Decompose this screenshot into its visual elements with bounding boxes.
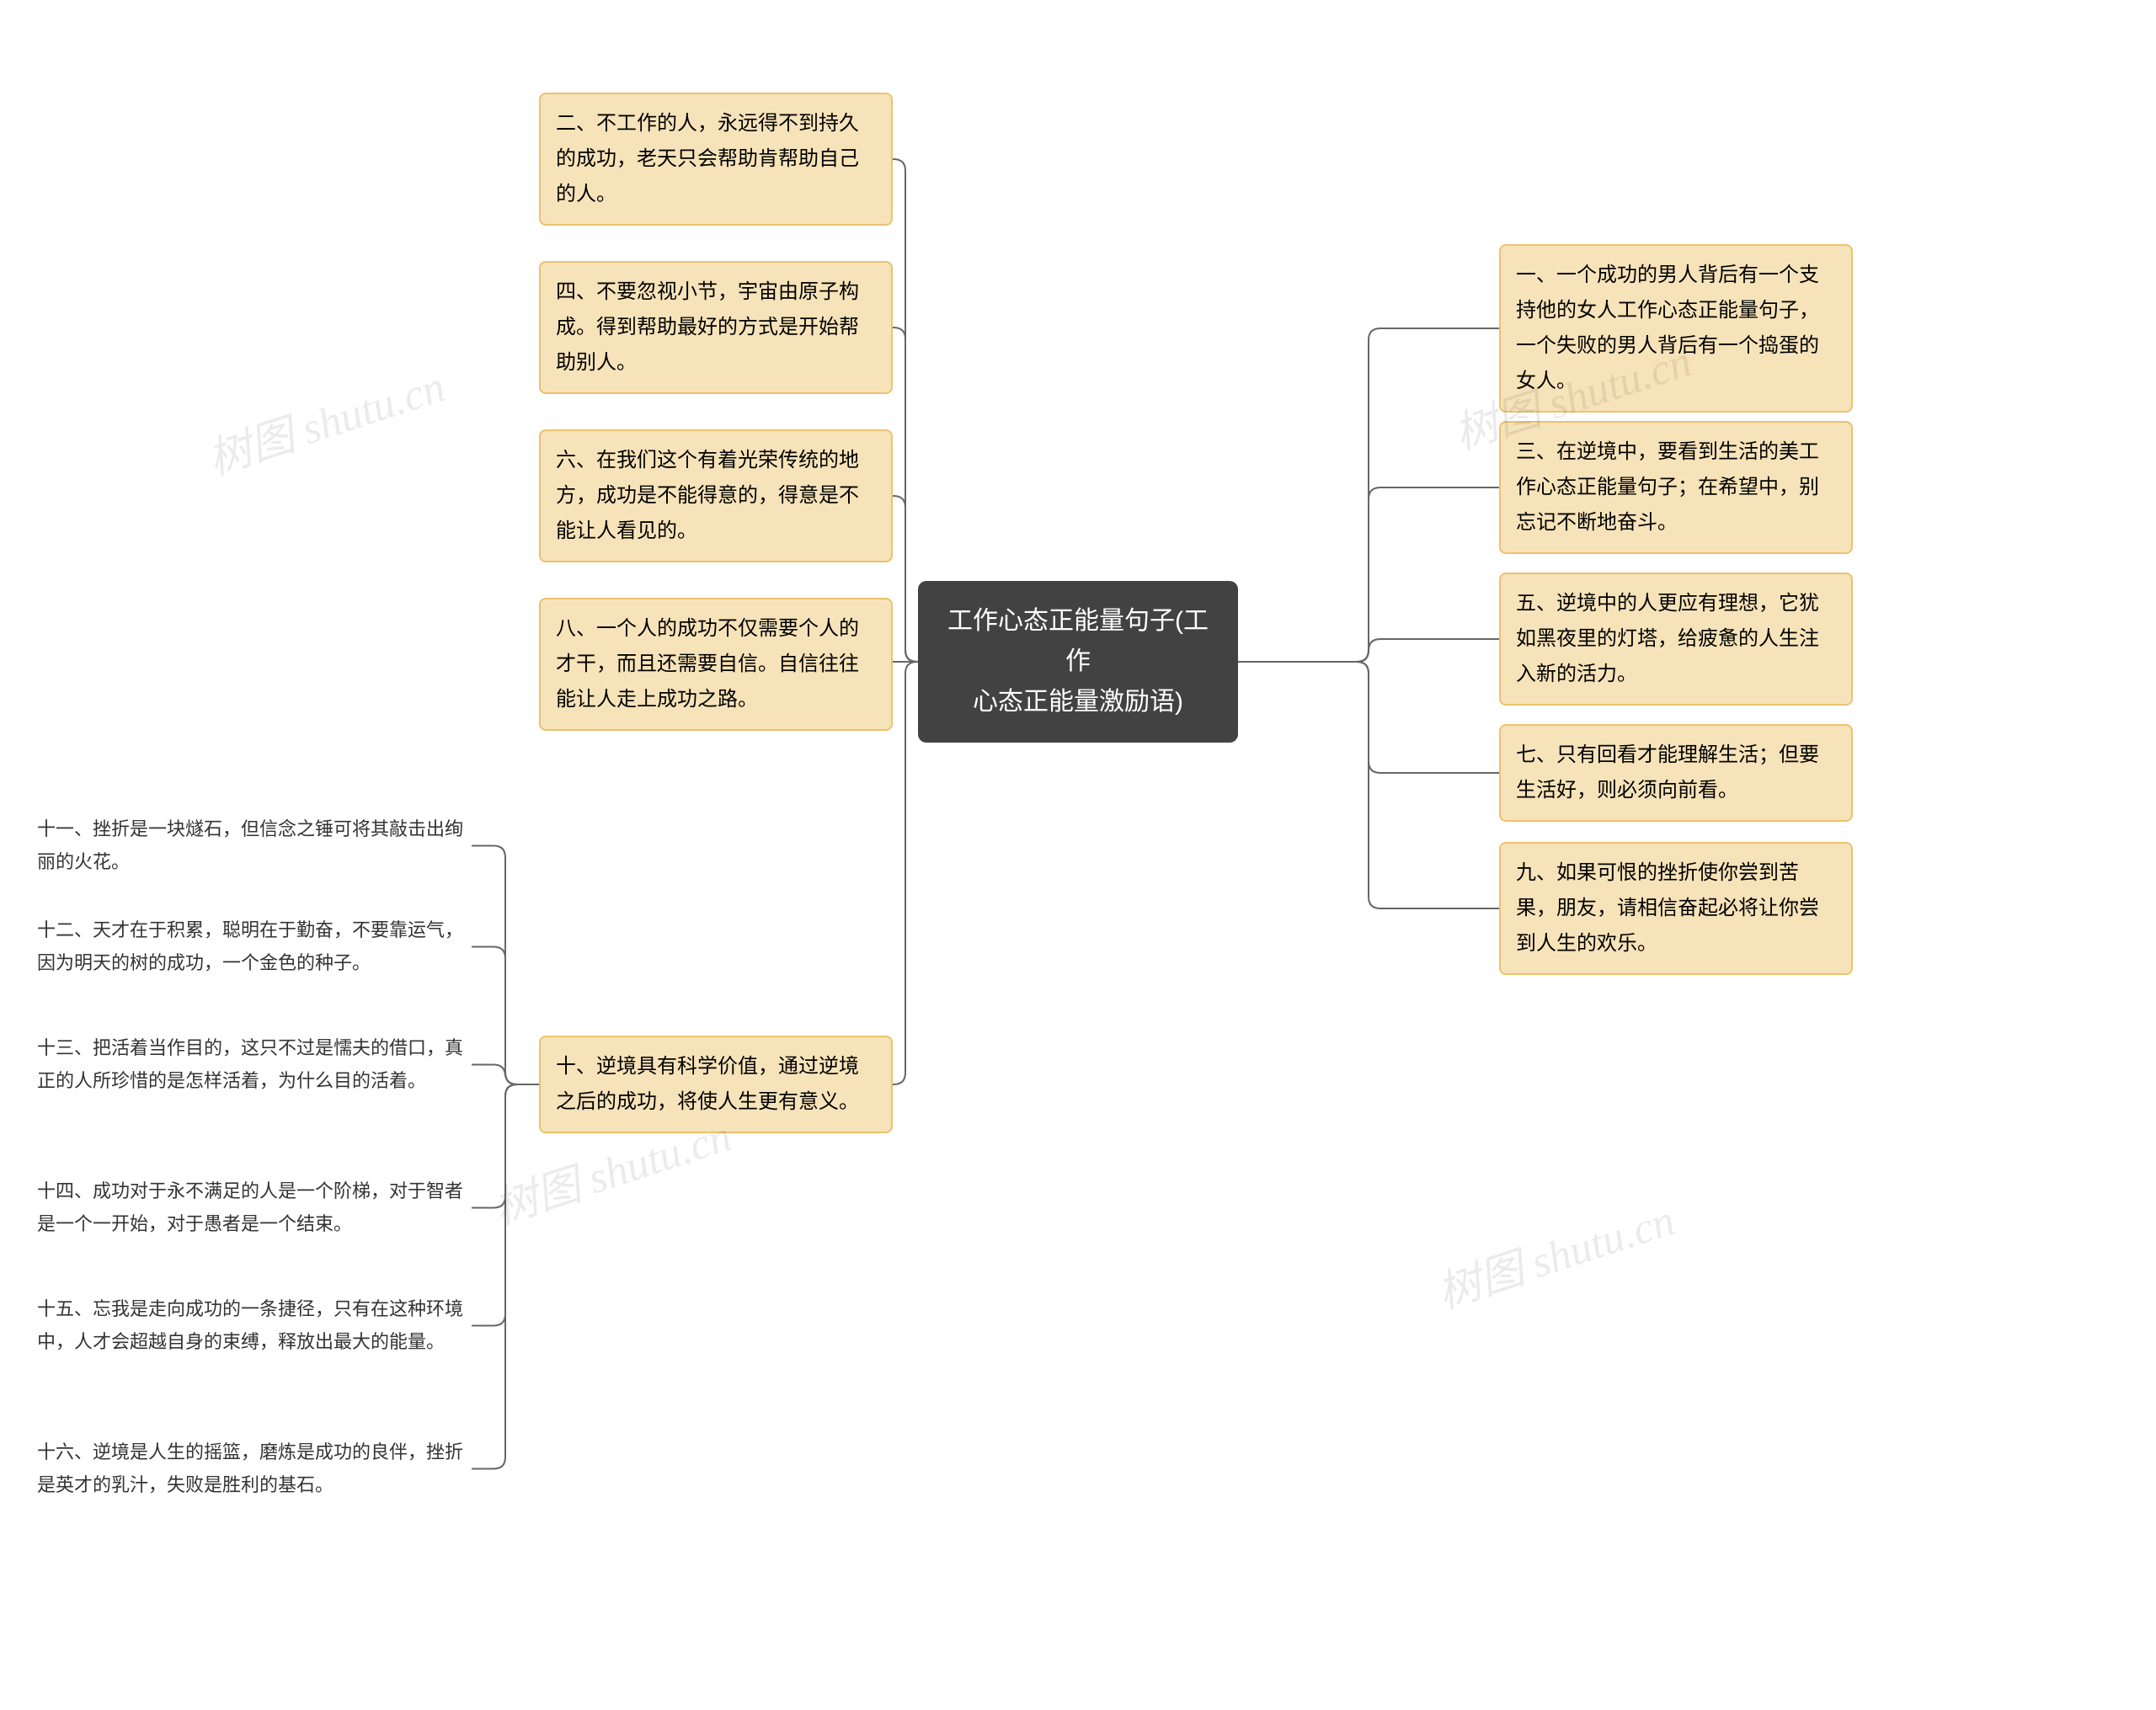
main-node-2[interactable]: 二、不工作的人，永远得不到持久的成功，老天只会帮助肯帮助自己的人。 [539,93,893,226]
leaf-node-16[interactable]: 十六、逆境是人生的摇篮，磨炼是成功的良伴，挫折是英才的乳汁，失败是胜利的基石。 [34,1431,472,1506]
main-node-10[interactable]: 十、逆境具有科学价值，通过逆境之后的成功，将使人生更有意义。 [539,1036,893,1133]
main-node-8[interactable]: 八、一个人的成功不仅需要个人的才干，而且还需要自信。自信往往能让人走上成功之路。 [539,598,893,731]
main-node-4[interactable]: 四、不要忽视小节，宇宙由原子构成。得到帮助最好的方式是开始帮助别人。 [539,261,893,394]
mindmap-canvas: 工作心态正能量句子(工作心态正能量激励语) 二、不工作的人，永远得不到持久的成功… [0,0,2156,1710]
root-node[interactable]: 工作心态正能量句子(工作心态正能量激励语) [918,581,1238,743]
main-node-1[interactable]: 一、一个成功的男人背后有一个支持他的女人工作心态正能量句子，一个失败的男人背后有… [1499,244,1853,413]
main-node-7[interactable]: 七、只有回看才能理解生活；但要生活好，则必须向前看。 [1499,724,1853,822]
watermark: 树图 shutu.cn [1428,1185,1682,1320]
leaf-node-11[interactable]: 十一、挫折是一块燧石，但信念之锤可将其敲击出绚丽的火花。 [34,808,472,883]
leaf-node-15[interactable]: 十五、忘我是走向成功的一条捷径，只有在这种环境中，人才会超越自身的束缚，释放出最… [34,1288,472,1363]
main-node-5[interactable]: 五、逆境中的人更应有理想，它犹如黑夜里的灯塔，给疲惫的人生注入新的活力。 [1499,573,1853,706]
main-node-6[interactable]: 六、在我们这个有着光荣传统的地方，成功是不能得意的，得意是不能让人看见的。 [539,429,893,562]
main-node-3[interactable]: 三、在逆境中，要看到生活的美工作心态正能量句子；在希望中，别忘记不断地奋斗。 [1499,421,1853,554]
watermark: 树图 shutu.cn [199,351,452,487]
leaf-node-14[interactable]: 十四、成功对于永不满足的人是一个阶梯，对于智者是一个一开始，对于愚者是一个结束。 [34,1170,472,1245]
leaf-node-12[interactable]: 十二、天才在于积累，聪明在于勤奋，不要靠运气，因为明天的树的成功，一个金色的种子… [34,909,472,984]
main-node-9[interactable]: 九、如果可恨的挫折使你尝到苦果，朋友，请相信奋起必将让你尝到人生的欢乐。 [1499,842,1853,975]
leaf-node-13[interactable]: 十三、把活着当作目的，这只不过是懦夫的借口，真正的人所珍惜的是怎样活着，为什么目… [34,1027,472,1102]
